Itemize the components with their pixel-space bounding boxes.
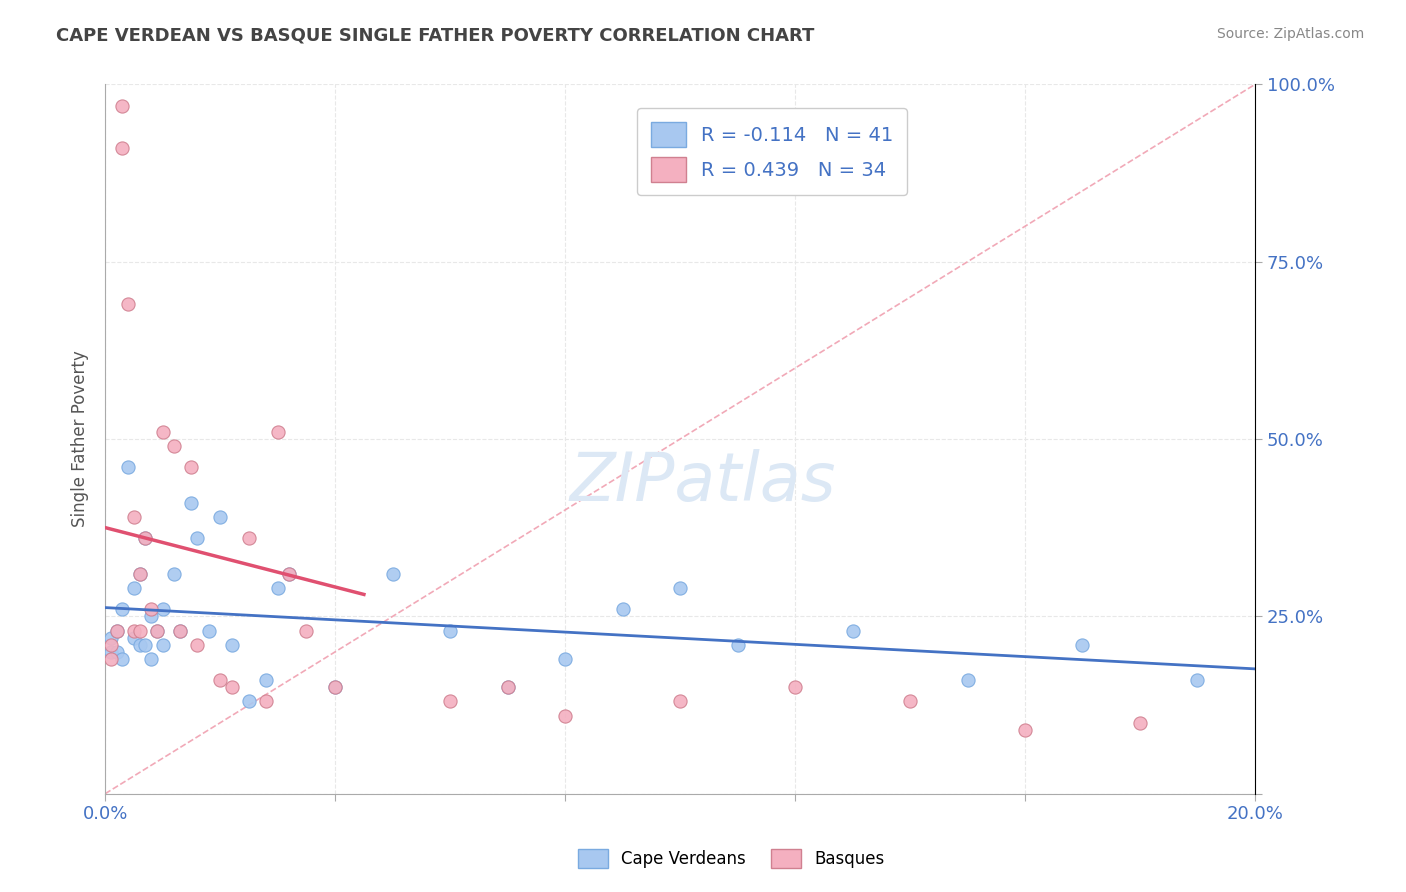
Point (111, 141, 134, 155)
Point (1129, 715, 1152, 730)
Point (122, 581, 145, 595)
Point (180, 460, 202, 475)
Point (111, 652, 134, 666)
Point (141, 609, 163, 624)
Point (141, 652, 163, 666)
Point (186, 532, 208, 546)
Point (496, 681, 519, 695)
Y-axis label: Single Father Poverty: Single Father Poverty (72, 351, 89, 527)
Point (381, 566, 404, 581)
Point (295, 624, 318, 638)
Point (186, 638, 208, 652)
Point (496, 681, 519, 695)
Point (554, 708, 576, 723)
Point (111, 99, 134, 113)
Point (111, 602, 134, 616)
Point (100, 638, 122, 652)
Point (439, 624, 461, 638)
Point (152, 425, 174, 439)
Point (117, 297, 139, 311)
Point (134, 532, 156, 546)
Point (221, 681, 243, 695)
Point (169, 624, 191, 638)
Point (105, 624, 128, 638)
Point (727, 638, 749, 652)
Point (1187, 673, 1209, 688)
Point (238, 694, 260, 708)
Point (128, 638, 150, 652)
Point (209, 673, 232, 688)
Point (554, 652, 576, 666)
Point (254, 694, 277, 708)
Point (221, 638, 243, 652)
Point (209, 510, 232, 524)
Point (1071, 638, 1094, 652)
Text: ZIPatlas: ZIPatlas (569, 449, 837, 515)
Point (669, 694, 692, 708)
Point (163, 439, 186, 453)
Point (100, 645, 122, 659)
Point (841, 624, 863, 638)
Point (266, 581, 288, 595)
Point (105, 624, 128, 638)
Point (122, 631, 145, 645)
Point (169, 624, 191, 638)
Point (122, 624, 145, 638)
Point (122, 510, 145, 524)
Point (278, 566, 301, 581)
Point (134, 638, 156, 652)
Text: CAPE VERDEAN VS BASQUE SINGLE FATHER POVERTY CORRELATION CHART: CAPE VERDEAN VS BASQUE SINGLE FATHER POV… (56, 27, 814, 45)
Point (141, 602, 163, 616)
Point (105, 645, 128, 659)
Point (128, 566, 150, 581)
Point (152, 602, 174, 616)
Point (898, 694, 921, 708)
Point (128, 624, 150, 638)
Point (128, 566, 150, 581)
Point (163, 566, 186, 581)
Legend: R = -0.114   N = 41, R = 0.439   N = 34: R = -0.114 N = 41, R = 0.439 N = 34 (637, 108, 907, 195)
Point (323, 681, 346, 695)
Point (134, 532, 156, 546)
Point (100, 652, 122, 666)
Point (278, 566, 301, 581)
Point (180, 496, 202, 510)
Point (669, 581, 692, 595)
Point (146, 624, 169, 638)
Text: Source: ZipAtlas.com: Source: ZipAtlas.com (1216, 27, 1364, 41)
Point (100, 631, 122, 645)
Point (254, 673, 277, 688)
Point (117, 460, 139, 475)
Point (266, 425, 288, 439)
Legend: Cape Verdeans, Basques: Cape Verdeans, Basques (571, 842, 891, 875)
Point (152, 638, 174, 652)
Point (238, 532, 260, 546)
Point (956, 673, 979, 688)
Point (197, 624, 219, 638)
Point (439, 694, 461, 708)
Point (323, 681, 346, 695)
Point (612, 602, 634, 616)
Point (783, 681, 806, 695)
Point (146, 624, 169, 638)
Point (1014, 723, 1036, 737)
